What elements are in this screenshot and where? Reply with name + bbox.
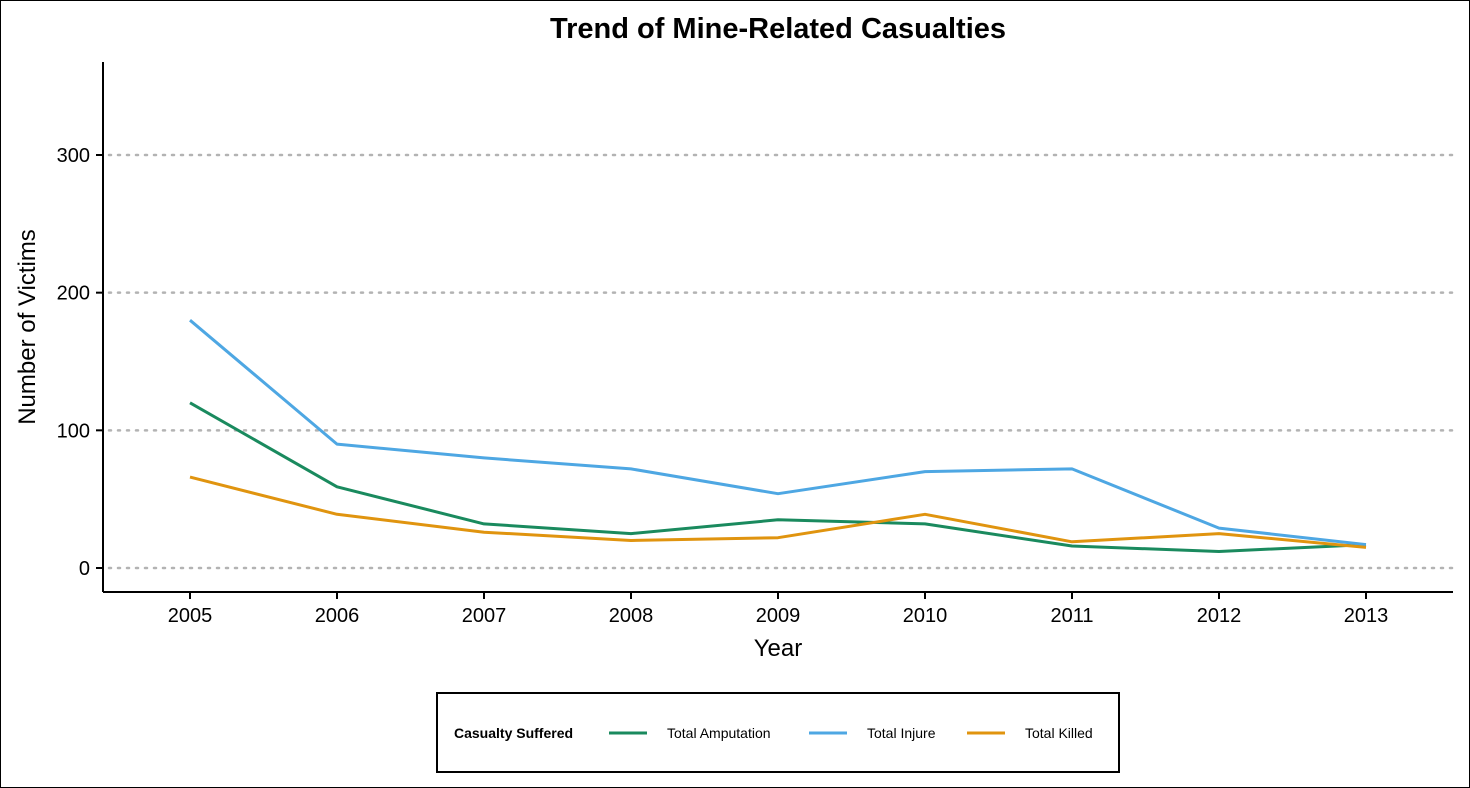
chart-title: Trend of Mine-Related Casualties [550, 13, 1006, 45]
series-lines [189, 319, 1367, 553]
y-tick-label: 300 [57, 145, 90, 167]
series-line-total-amputation [189, 401, 1367, 553]
legend-box [436, 692, 1120, 773]
y-tick-label: 0 [79, 558, 90, 580]
x-tick-label: 2012 [1197, 605, 1242, 627]
legend: Casualty Suffered Total Amputation Total … [436, 692, 1120, 773]
legend-label-total-killed: Total Killed [1025, 725, 1093, 741]
x-tick-label: 2006 [315, 605, 360, 627]
legend-label-total-injure: Total Injure [867, 725, 936, 741]
x-tick-label: 2005 [168, 605, 213, 627]
y-axis-title: Number of Victims [14, 229, 41, 425]
legend-title: Casualty Suffered [454, 725, 573, 741]
x-tick-label: 2007 [462, 605, 507, 627]
x-axis-ticks: 2005 2006 2007 2008 2009 2010 2011 2012 2013 [168, 592, 1389, 627]
x-tick-label: 2009 [756, 605, 801, 627]
series-line-total-killed [189, 475, 1367, 549]
gridlines [107, 153, 1455, 570]
x-axis-title: Year [754, 635, 803, 662]
legend-items: Total Amputation Total Injure Total Killed [609, 725, 1093, 741]
y-tick-label: 100 [57, 420, 90, 442]
x-tick-label: 2008 [609, 605, 654, 627]
x-tick-label: 2010 [903, 605, 948, 627]
y-tick-label: 200 [57, 283, 90, 305]
series-line-total-injure [189, 319, 1367, 547]
legend-label-total-amputation: Total Amputation [667, 725, 771, 741]
y-axis-ticks: 0 100 200 300 [57, 145, 103, 580]
x-tick-label: 2011 [1050, 605, 1093, 627]
x-tick-label: 2013 [1344, 605, 1389, 627]
